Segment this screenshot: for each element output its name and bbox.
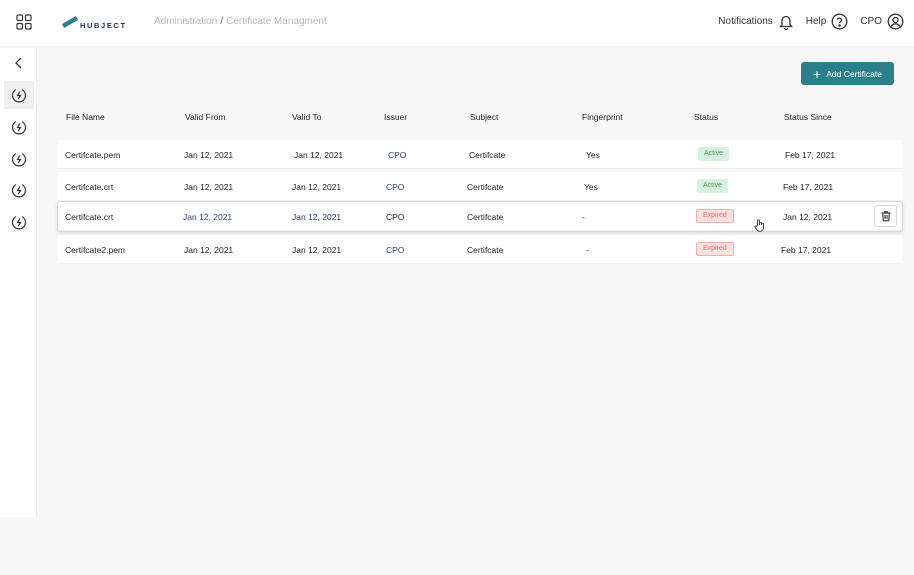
user-label: CPO	[860, 16, 882, 27]
cell-valid-from: Jan 12, 2021	[184, 245, 234, 255]
plus-icon: +	[813, 65, 822, 82]
delete-button[interactable]	[874, 205, 897, 227]
sidebar-item-5[interactable]	[4, 208, 34, 236]
column-header-issuer[interactable]: Issuer	[384, 112, 408, 122]
add-certificate-button[interactable]: + Add Certificate	[801, 62, 894, 85]
column-header-fingerprint[interactable]: Fingerprint	[582, 112, 623, 122]
cell-status-since: Jan 12, 2021	[783, 212, 833, 222]
cell-fingerprint: Yes	[584, 182, 598, 192]
breadcrumb-separator: /	[220, 16, 224, 27]
charging-icon	[11, 153, 27, 167]
breadcrumb-item-certificate-management[interactable]: Certificate Managment	[226, 16, 327, 27]
help-button[interactable]: Help	[806, 13, 849, 30]
cell-valid-to: Jan 12, 2021	[294, 150, 344, 160]
table-row[interactable]: Certifcate.pem Jan 12, 2021 Jan 12, 2021…	[58, 140, 902, 169]
top-bar: HUBJECT Administration / Certificate Manag…	[0, 0, 914, 47]
charging-icon	[11, 89, 27, 103]
cell-issuer[interactable]: CPO	[386, 182, 405, 192]
cell-fingerprint: Yes	[586, 150, 600, 160]
cell-file-name: Certifcate.crt	[65, 212, 114, 222]
trash-icon	[881, 211, 890, 222]
cell-status-since: Feb 17, 2021	[781, 245, 832, 255]
cell-issuer[interactable]: CPO	[388, 150, 407, 160]
collapse-sidebar-button[interactable]	[12, 56, 26, 70]
apps-grid-icon[interactable]	[16, 14, 32, 30]
add-certificate-label: Add Certificate	[826, 68, 882, 79]
cell-issuer[interactable]: CPO	[386, 212, 405, 222]
cell-subject: Certifcate	[467, 245, 504, 255]
cell-status-since: Feb 17, 2021	[785, 150, 836, 160]
cell-file-name: Certifcate2.pem	[65, 245, 125, 255]
cell-valid-to: Jan 12, 2021	[292, 182, 342, 192]
cell-subject: Certifcate	[467, 212, 504, 222]
table-row[interactable]: Certifcate2.pem Jan 12, 2021 Jan 12, 202…	[58, 235, 902, 264]
notifications-label: Notifications	[718, 16, 773, 27]
cell-valid-from: Jan 12, 2021	[184, 150, 234, 160]
help-label: Help	[805, 16, 827, 27]
user-menu-button[interactable]: CPO	[860, 13, 904, 30]
cell-subject: Certifcate	[469, 150, 506, 160]
charging-icon	[11, 121, 27, 135]
breadcrumb: Administration / Certificate Managment	[154, 16, 327, 27]
breadcrumb-item-administration[interactable]: Administration	[154, 16, 218, 27]
logo-mark-icon	[62, 16, 78, 28]
bell-icon	[778, 15, 793, 30]
sidebar-item-3[interactable]	[4, 145, 34, 173]
cell-file-name: Certifcate.crt	[65, 182, 114, 192]
cell-fingerprint: -	[582, 212, 585, 222]
cell-valid-from: Jan 12, 2021	[183, 212, 233, 222]
charging-icon	[11, 184, 27, 198]
column-header-status[interactable]: Status	[694, 112, 719, 122]
charging-icon	[11, 216, 27, 230]
cell-subject: Certifcate	[467, 182, 504, 192]
chevron-left-icon	[15, 57, 22, 69]
column-header-status-since[interactable]: Status Since	[784, 112, 832, 122]
cell-status-since: Feb 17, 2021	[783, 182, 834, 192]
status-badge: Active	[697, 179, 729, 193]
cell-valid-to: Jan 12, 2021	[292, 245, 342, 255]
user-circle-icon	[887, 13, 904, 30]
hand-cursor-icon	[754, 219, 764, 232]
notifications-button[interactable]: Notifications	[718, 13, 793, 30]
column-header-file-name[interactable]: File Name	[66, 112, 105, 122]
status-badge: Expired	[696, 209, 734, 223]
column-header-subject[interactable]: Subject	[470, 112, 499, 122]
top-right-menu: Notifications Help CPO	[706, 13, 904, 30]
cell-file-name: Certifcate.pem	[65, 150, 121, 160]
sidebar	[0, 48, 37, 517]
table-row[interactable]: Certifcate.crt Jan 12, 2021 Jan 12, 2021…	[58, 172, 902, 201]
sidebar-item-2[interactable]	[4, 113, 34, 141]
logo[interactable]: HUBJECT	[62, 14, 132, 32]
help-circle-icon	[831, 13, 848, 30]
column-header-valid-to[interactable]: Valid To	[292, 112, 322, 122]
logo-text: HUBJECT	[80, 21, 127, 30]
table-row[interactable]: Certifcate.crt Jan 12, 2021 Jan 12, 2021…	[58, 202, 902, 231]
cell-fingerprint: -	[586, 245, 589, 255]
sidebar-item-1[interactable]	[4, 81, 34, 109]
cell-valid-from: Jan 12, 2021	[184, 182, 234, 192]
column-header-valid-from[interactable]: Valid From	[185, 112, 226, 122]
status-badge: Active	[698, 147, 730, 161]
cell-issuer[interactable]: CPO	[386, 245, 405, 255]
cell-valid-to: Jan 12, 2021	[292, 212, 342, 222]
status-badge: Expired	[696, 242, 734, 256]
sidebar-item-4[interactable]	[4, 176, 34, 204]
